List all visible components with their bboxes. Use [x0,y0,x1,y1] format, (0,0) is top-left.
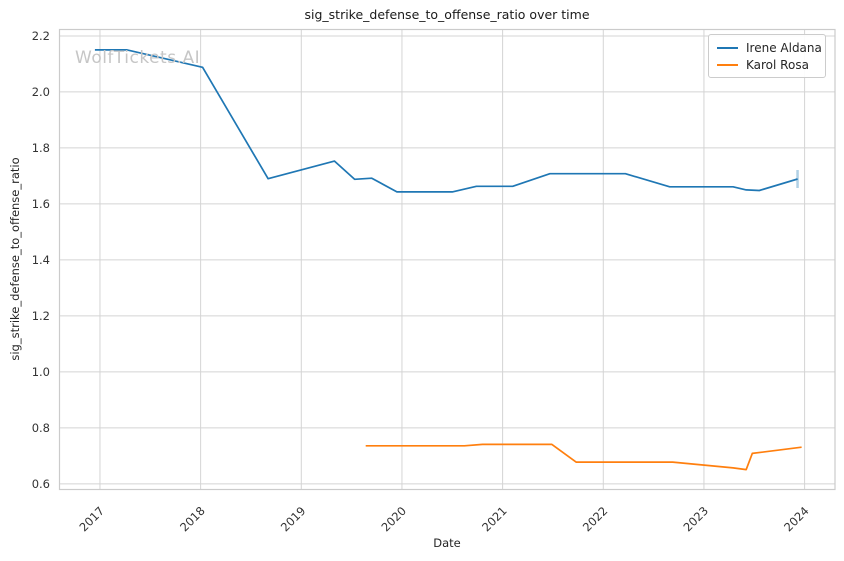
x-tick-label: 2018 [177,504,208,535]
watermark: WolfTickets.AI [75,48,201,68]
x-tick-label: 2024 [781,504,812,535]
y-tick-label: 1.2 [32,309,50,323]
x-tick-label: 2023 [680,504,711,535]
x-tick-label: 2021 [479,504,510,535]
y-tick-label: 1.8 [32,141,50,155]
series-line-irene-aldana [94,49,798,193]
x-tick-label: 2017 [76,504,107,535]
y-tick-label: 2.2 [32,29,50,43]
y-tick-label: 0.8 [32,421,50,435]
y-tick-label: 0.6 [32,477,50,491]
legend-label-karol-rosa: Karol Rosa [746,57,809,72]
series-line-karol-rosa [365,443,802,471]
legend-line-karol-rosa [717,63,738,66]
y-tick-label: 1.4 [32,253,50,267]
x-axis-label: Date [433,536,461,550]
legend-label-irene-aldana: Irene Aldana [746,40,822,55]
x-tick-label: 2020 [378,504,409,535]
y-axis-label: sig_strike_defense_to_offense_ratio [8,157,22,361]
chart-title: sig_strike_defense_to_offense_ratio over… [304,7,590,22]
legend: Irene Aldana Karol Rosa [708,34,826,78]
y-tick-label: 1.6 [32,197,50,211]
x-tick-label: 2019 [278,504,309,535]
y-tick-label: 2.0 [32,85,50,99]
legend-item-irene-aldana: Irene Aldana [709,39,825,56]
y-tick-label: 1.0 [32,365,50,379]
legend-item-karol-rosa: Karol Rosa [709,56,825,73]
legend-line-irene-aldana [717,46,738,49]
x-tick-label: 2022 [580,504,611,535]
plot-border [58,28,836,491]
